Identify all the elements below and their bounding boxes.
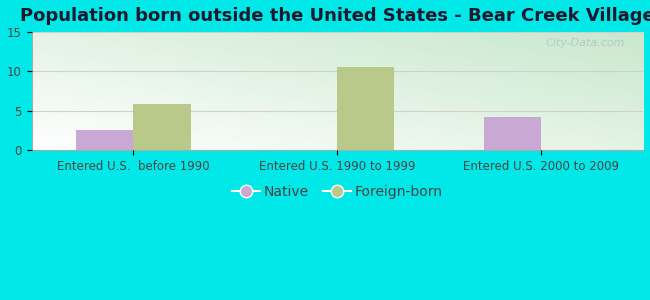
Text: City-Data.com: City-Data.com [545,38,625,48]
Bar [337,68,395,150]
Bar [484,117,541,150]
Bar [133,104,190,150]
Bar [77,130,133,150]
Title: Population born outside the United States - Bear Creek Village: Population born outside the United State… [20,7,650,25]
Legend: Native, Foreign-born: Native, Foreign-born [226,179,448,204]
